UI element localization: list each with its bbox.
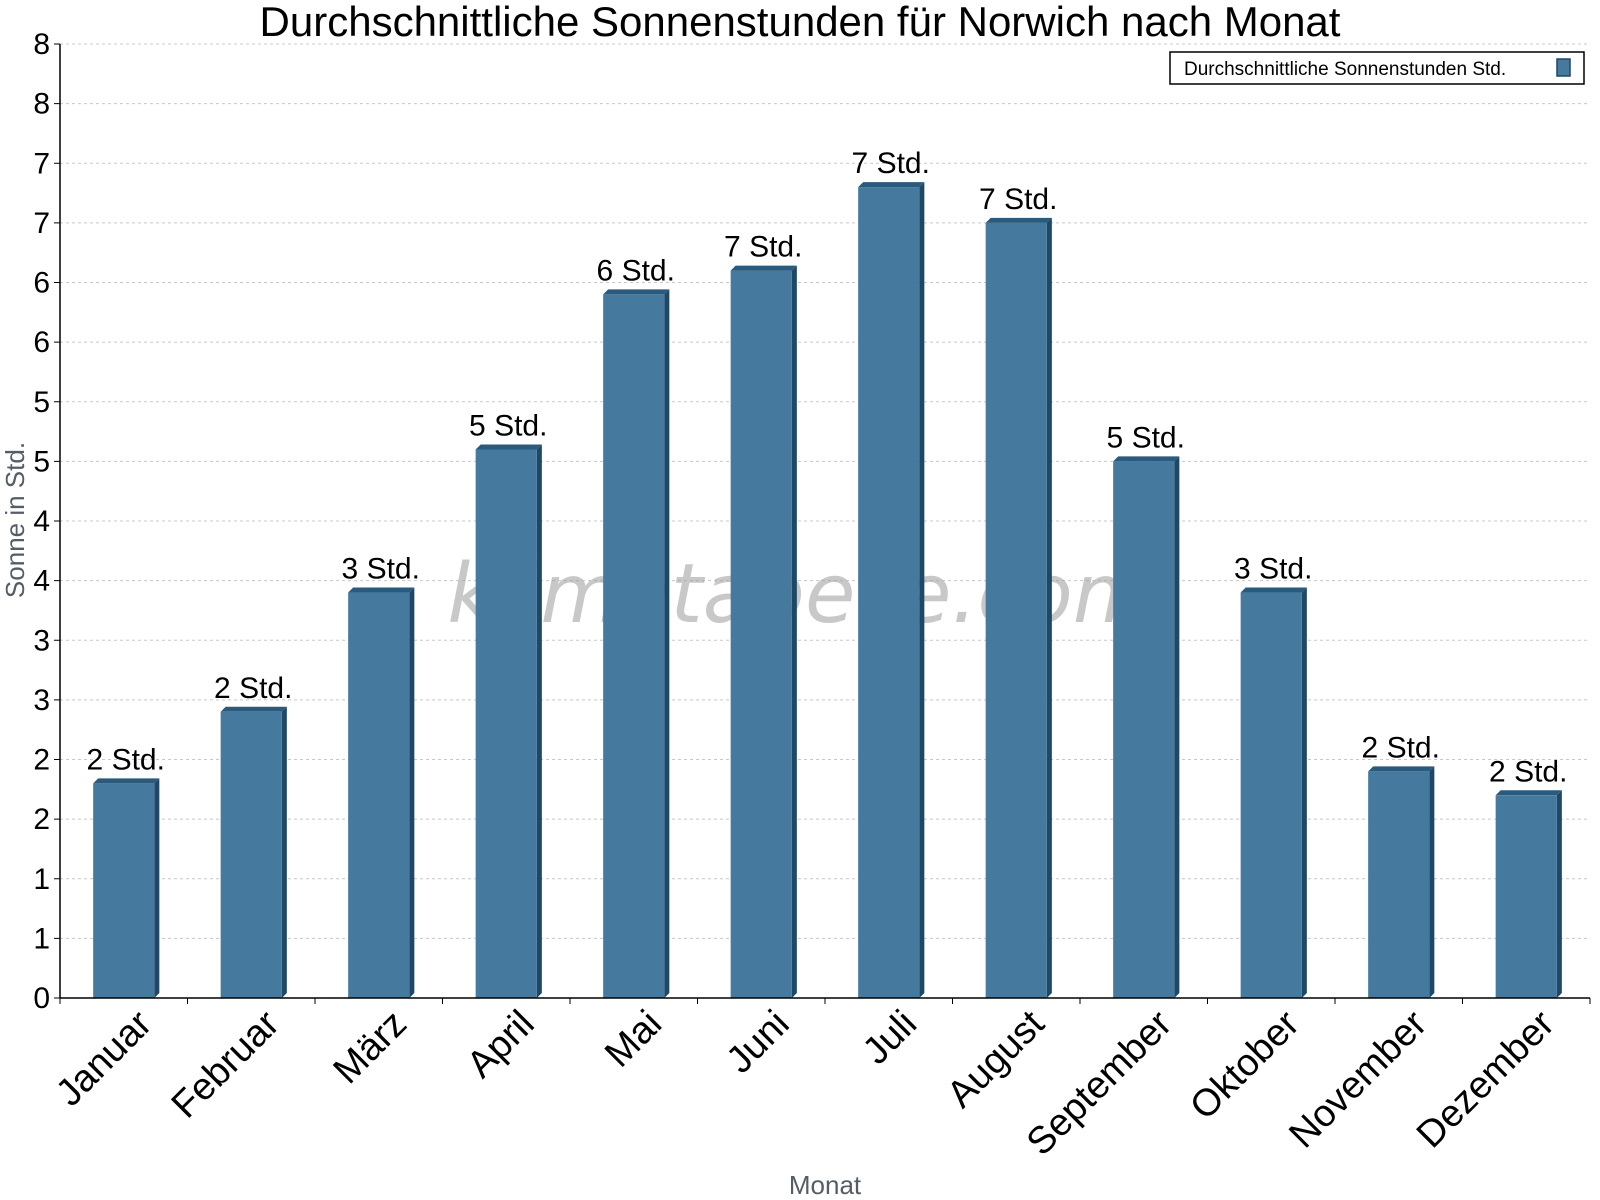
x-tick-label: Juni bbox=[719, 1003, 798, 1082]
bar-side bbox=[919, 182, 925, 999]
bar-side bbox=[1429, 766, 1435, 998]
bar-top bbox=[475, 444, 542, 450]
bar bbox=[1113, 461, 1175, 998]
x-tick-label: Februar bbox=[164, 1002, 288, 1126]
y-tick-label: 2 bbox=[33, 744, 50, 777]
x-tick-label: Januar bbox=[48, 1002, 160, 1114]
data-label: 2 Std. bbox=[1489, 755, 1567, 788]
x-tick-label: November bbox=[1281, 1002, 1435, 1156]
y-tick-label: 3 bbox=[33, 624, 50, 657]
y-tick-label: 3 bbox=[33, 684, 50, 717]
y-tick-label: 4 bbox=[33, 505, 50, 538]
bar-side bbox=[1174, 456, 1180, 998]
data-label: 2 Std. bbox=[1362, 731, 1440, 764]
bar bbox=[603, 294, 665, 998]
bar bbox=[858, 187, 920, 999]
y-tick-label: 4 bbox=[33, 565, 50, 598]
legend-box bbox=[1169, 51, 1585, 85]
y-tick-label: 2 bbox=[33, 803, 50, 836]
legend-label: Durchschnittliche Sonnenstunden Std. bbox=[1184, 59, 1506, 80]
bar bbox=[93, 783, 155, 998]
chart-title: Durchschnittliche Sonnenstunden für Norw… bbox=[260, 0, 1341, 45]
bar bbox=[1495, 795, 1557, 998]
data-labels: 2 Std. 2 Std. 3 Std. 5 Std. 6 Std. 7 Std. 7 St… bbox=[87, 147, 1568, 788]
y-tick-label: 5 bbox=[33, 445, 50, 478]
data-label: 2 Std. bbox=[87, 743, 165, 776]
legend-swatch bbox=[1556, 58, 1571, 77]
x-axis-title: Monat bbox=[789, 1170, 862, 1200]
bar-top bbox=[220, 706, 287, 712]
bar bbox=[1240, 592, 1302, 998]
bar-top bbox=[1368, 766, 1435, 772]
data-label: 2 Std. bbox=[214, 672, 292, 705]
x-tick-label: Juli bbox=[855, 1003, 925, 1073]
bar-side bbox=[1301, 587, 1307, 998]
y-tick-label: 6 bbox=[33, 326, 50, 359]
bar bbox=[730, 270, 792, 998]
y-tick-label: 8 bbox=[33, 88, 50, 121]
bar-top bbox=[1240, 587, 1307, 593]
y-tick-label: 0 bbox=[33, 982, 50, 1015]
y-tick-label: 8 bbox=[33, 28, 50, 61]
data-label: 3 Std. bbox=[342, 553, 420, 586]
bar bbox=[348, 592, 410, 998]
y-tick-label: 1 bbox=[33, 922, 50, 955]
data-label: 7 Std. bbox=[979, 183, 1057, 216]
x-tick-label: Oktober bbox=[1182, 1002, 1308, 1128]
bar-top bbox=[348, 587, 415, 593]
gridlines bbox=[60, 43, 1590, 939]
bar bbox=[220, 711, 282, 998]
bar-top bbox=[603, 289, 670, 295]
y-tick-label: 6 bbox=[33, 267, 50, 300]
bar-side bbox=[409, 587, 415, 998]
bar-side bbox=[791, 265, 797, 998]
bar bbox=[1368, 771, 1430, 998]
y-tick-label: 1 bbox=[33, 863, 50, 896]
bar-side bbox=[154, 778, 160, 998]
bar-top bbox=[93, 778, 160, 784]
data-label: 6 Std. bbox=[597, 254, 675, 287]
bar-side bbox=[664, 289, 670, 998]
y-axis-title: Sonne in Std. bbox=[0, 442, 30, 598]
bar bbox=[985, 222, 1047, 998]
bar-top bbox=[1113, 456, 1180, 462]
data-label: 5 Std. bbox=[469, 409, 547, 442]
bar-top bbox=[858, 182, 925, 188]
data-label: 5 Std. bbox=[1107, 421, 1185, 454]
data-label: 7 Std. bbox=[724, 231, 802, 264]
x-tick-label: Dezember bbox=[1409, 1002, 1563, 1156]
x-tick-label: März bbox=[326, 1003, 415, 1092]
bar-side bbox=[281, 706, 287, 998]
x-tick-label: August bbox=[939, 1002, 1053, 1116]
bar-side bbox=[1556, 790, 1562, 998]
bar-top bbox=[1495, 790, 1562, 796]
bar bbox=[475, 449, 537, 998]
bar-top bbox=[730, 265, 797, 271]
x-tick-label: Mai bbox=[597, 1003, 670, 1076]
bars bbox=[93, 182, 1562, 999]
data-label: 7 Std. bbox=[852, 147, 930, 180]
bar-side bbox=[1046, 217, 1052, 998]
data-label: 3 Std. bbox=[1234, 553, 1312, 586]
legend: Durchschnittliche Sonnenstunden Std. bbox=[1169, 51, 1585, 85]
bar-top bbox=[985, 217, 1052, 223]
y-tick-label: 7 bbox=[33, 207, 50, 240]
y-tick-label: 5 bbox=[33, 386, 50, 419]
x-tick-label: April bbox=[459, 1003, 542, 1086]
bar-side bbox=[536, 444, 542, 998]
y-tick-label: 7 bbox=[33, 147, 50, 180]
